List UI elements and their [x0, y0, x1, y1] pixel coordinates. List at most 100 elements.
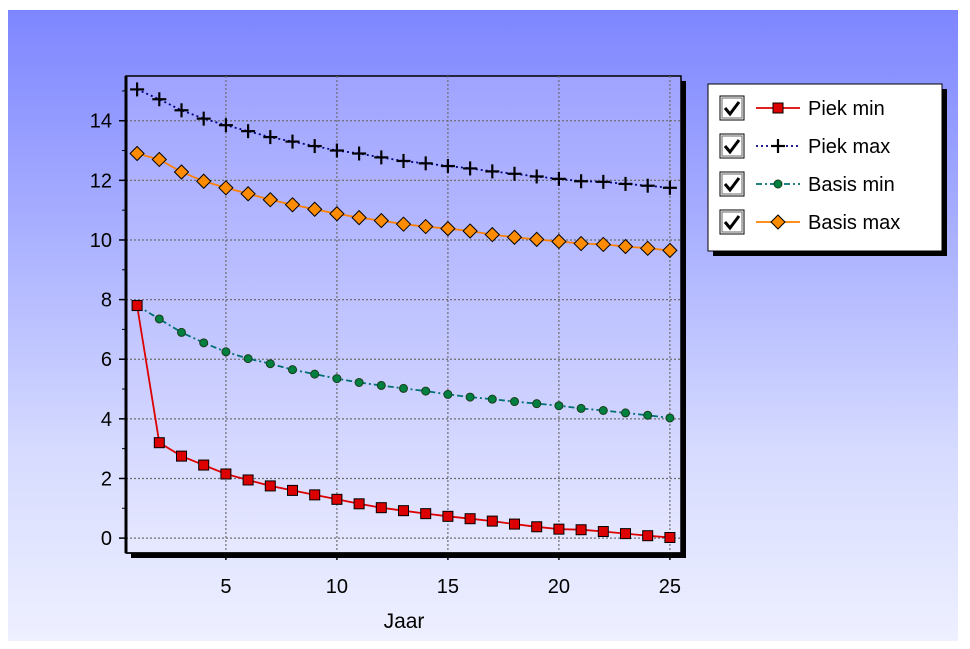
data-point — [618, 176, 633, 191]
data-point — [306, 201, 323, 217]
y-tick-label: 0 — [101, 528, 112, 550]
data-point — [643, 410, 653, 420]
data-point — [265, 359, 275, 369]
data-point — [443, 389, 453, 399]
data-point — [551, 171, 566, 186]
legend-checkbox-inner — [721, 211, 743, 233]
legend-checkbox[interactable] — [719, 209, 745, 235]
legend-item[interactable]: Basis max — [719, 209, 900, 235]
legend-item[interactable]: Basis min — [719, 171, 895, 197]
legend-item[interactable]: Piek min — [719, 95, 885, 121]
check-icon — [723, 139, 741, 155]
data-point — [218, 180, 234, 196]
data-point — [484, 226, 501, 243]
data-point — [332, 374, 342, 384]
data-point — [487, 394, 497, 404]
data-point — [420, 508, 432, 520]
y-tick-label: 12 — [90, 170, 112, 192]
data-point — [640, 178, 655, 193]
y-tick-label: 2 — [101, 468, 112, 490]
y-tick-label: 10 — [90, 230, 112, 252]
check-icon — [723, 177, 741, 193]
data-point — [575, 524, 587, 536]
data-point — [373, 212, 390, 229]
legend-checkbox[interactable] — [719, 133, 745, 159]
data-point — [177, 327, 186, 337]
data-point — [617, 238, 634, 255]
legend-marker — [771, 139, 785, 153]
data-point — [486, 515, 498, 527]
legend-label: Piek min — [808, 98, 885, 120]
data-point — [440, 159, 455, 174]
data-point — [309, 489, 321, 501]
series-1 — [130, 82, 677, 195]
data-point — [351, 209, 367, 226]
data-point — [221, 347, 231, 357]
data-point — [129, 145, 145, 162]
data-point — [598, 405, 608, 415]
data-point — [375, 502, 387, 514]
grid-lines — [126, 76, 681, 553]
data-point — [220, 468, 232, 480]
x-tick-label: 5 — [220, 576, 231, 598]
data-point — [195, 173, 212, 189]
data-point — [576, 403, 586, 413]
data-point — [176, 450, 187, 462]
data-point — [464, 513, 476, 525]
data-point — [329, 143, 344, 158]
data-point — [442, 510, 454, 522]
legend-label: Basis min — [808, 174, 895, 196]
data-point — [263, 130, 278, 145]
x-tick-label: 25 — [659, 576, 681, 598]
data-point — [196, 111, 211, 126]
data-point — [440, 220, 456, 237]
x-tick-label: 20 — [548, 576, 570, 598]
data-point — [352, 146, 367, 161]
data-point — [529, 169, 544, 184]
legend-label: Piek max — [808, 136, 890, 158]
legend-item[interactable]: Piek max — [719, 133, 890, 159]
data-point — [198, 459, 210, 471]
legend-checkbox-inner — [721, 135, 743, 157]
legend-checkbox[interactable] — [719, 95, 745, 121]
legend: Piek min Piek max Basis min Basis max — [719, 95, 900, 235]
legend-checkbox[interactable] — [719, 171, 745, 197]
data-point — [131, 300, 143, 312]
data-point — [395, 216, 412, 232]
data-point — [551, 233, 567, 250]
data-point — [284, 197, 301, 213]
data-point — [621, 408, 630, 418]
data-point — [553, 523, 565, 535]
data-point — [152, 92, 167, 107]
data-point — [642, 530, 654, 542]
data-point — [264, 480, 276, 492]
data-point — [173, 164, 190, 180]
data-point — [510, 397, 519, 407]
data-point — [509, 518, 520, 530]
data-point — [620, 528, 631, 540]
data-point — [554, 401, 564, 411]
data-point — [307, 139, 322, 154]
data-point — [665, 413, 675, 423]
y-tick-label: 8 — [101, 290, 112, 312]
data-point — [240, 186, 256, 202]
y-tick-label: 6 — [101, 349, 112, 371]
data-point — [573, 235, 589, 252]
data-point — [396, 153, 411, 168]
legend-marker — [770, 214, 786, 230]
data-point — [528, 231, 545, 248]
series-3 — [129, 145, 678, 259]
data-point — [287, 484, 298, 496]
data-point — [130, 82, 145, 97]
plot-area — [125, 75, 682, 554]
data-point — [374, 150, 389, 165]
data-point — [288, 365, 297, 375]
data-point — [354, 377, 364, 387]
y-tick-label: 14 — [90, 111, 112, 133]
x-tick-label: 15 — [437, 576, 459, 598]
data-point — [310, 369, 320, 379]
data-point — [421, 386, 431, 396]
data-point — [154, 314, 164, 324]
data-point — [285, 134, 300, 149]
